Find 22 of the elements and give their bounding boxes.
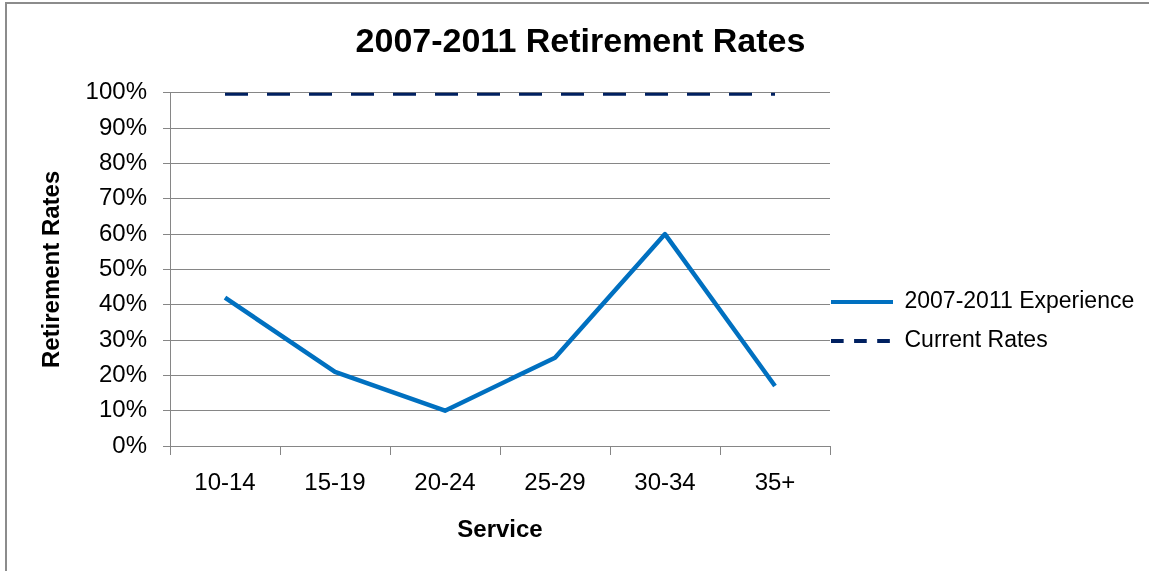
y-tick-label: 70% [98,183,147,211]
y-tick-label: 80% [98,148,147,176]
legend-label: 2007-2011 Experience [904,287,1135,314]
y-tick-label: 40% [98,289,147,317]
chart-title: 2007-2011 Retirement Rates [355,20,806,59]
y-tick-label: 60% [98,218,147,246]
y-tick-label: 20% [98,359,147,387]
x-tick-label: 10-14 [194,468,256,496]
x-axis-title: Service [457,515,543,543]
y-tick-label: 30% [98,324,147,352]
x-tick-label: 35+ [754,468,796,496]
x-tick-label: 20-24 [414,468,476,496]
x-tick-label: 25-29 [524,468,586,496]
y-tick-label: 100% [85,77,147,105]
x-tick-label: 15-19 [304,468,366,496]
x-tick-label: 30-34 [634,468,696,496]
y-axis-title: Retirement Rates [37,170,65,369]
y-tick-label: 90% [98,112,147,140]
legend-label: Current Rates [904,326,1048,353]
y-tick-label: 50% [98,254,147,282]
y-tick-label: 0% [112,430,147,458]
y-tick-label: 10% [98,395,147,423]
